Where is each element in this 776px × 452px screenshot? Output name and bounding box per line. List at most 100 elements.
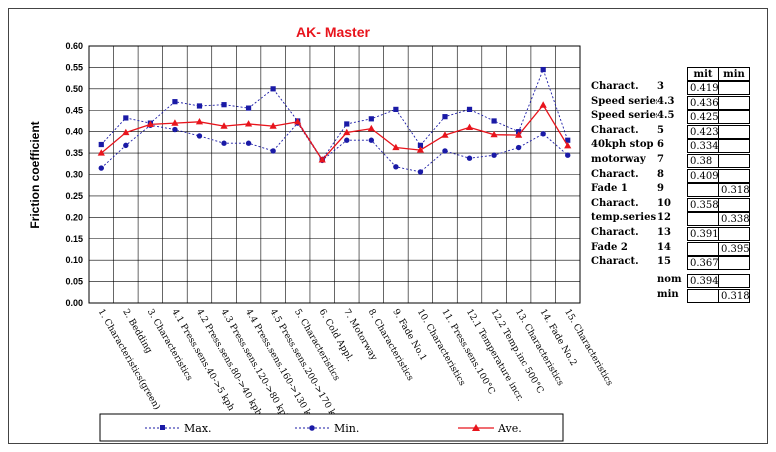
- series-line: [100, 122, 569, 173]
- table-cell-mit: 0.367: [687, 256, 719, 271]
- data-point-ave: [244, 120, 253, 127]
- legend-max-marker: [160, 425, 165, 430]
- legend-ave-marker: [472, 424, 480, 431]
- table-cell-mit: 0.419: [687, 81, 719, 95]
- table-cell-min: 0.338: [718, 212, 750, 227]
- data-point-max: [196, 103, 203, 109]
- x-tick-label: 3. Characteristics: [145, 308, 194, 384]
- series-layer: [97, 66, 572, 175]
- data-point-max: [245, 105, 252, 111]
- data-point-min: [466, 155, 473, 161]
- data-point-max: [466, 106, 473, 112]
- y-tick-label: 0.25: [65, 191, 83, 201]
- table-cell-mit: 0.394: [687, 274, 719, 288]
- table-cell-min: [718, 110, 750, 125]
- data-point-min: [245, 140, 252, 146]
- table-cell-min: 0.318: [718, 288, 750, 303]
- y-tick-label: 0.40: [65, 127, 83, 137]
- legend-min-label: Min.: [334, 422, 359, 435]
- data-point-max: [98, 141, 104, 148]
- data-point-ave: [441, 131, 449, 138]
- data-point-min: [417, 169, 424, 175]
- table-row-label: motorway: [591, 154, 646, 165]
- data-point-max: [442, 114, 448, 120]
- y-tick-label: 0.35: [65, 148, 83, 158]
- data-point-min: [540, 131, 546, 137]
- legend-min-marker: [309, 425, 315, 431]
- table-row-label: temp.series: [591, 212, 657, 224]
- data-point-max: [344, 121, 350, 127]
- data-point-min: [123, 142, 129, 149]
- data-point-max: [393, 106, 399, 112]
- table-row-label: Charact.: [591, 227, 639, 238]
- data-point-ave: [343, 128, 351, 136]
- table-row-label: Charact.: [591, 81, 639, 92]
- table-cell-mit: 0.425: [687, 110, 719, 125]
- y-tick-label: 0.15: [65, 234, 83, 244]
- table-cell-mit: 0.409: [687, 168, 719, 183]
- table-row-test-number: 12: [657, 212, 671, 224]
- table-cell-mit: [687, 241, 719, 256]
- table-cell-mit: 0.334: [687, 139, 719, 154]
- data-point-max: [491, 118, 497, 124]
- table-cell-mit: [687, 212, 719, 227]
- grid: [88, 45, 581, 304]
- data-point-ave: [490, 130, 498, 138]
- table-cell-min: [718, 256, 750, 271]
- table-row-test-number: 15: [657, 256, 671, 268]
- data-point-min: [172, 126, 178, 133]
- table-row-label: Charact.: [591, 168, 639, 180]
- data-point-max: [123, 115, 129, 121]
- y-tick-label: 0.05: [65, 277, 83, 287]
- legend: Max. Min. Ave.: [99, 413, 564, 442]
- y-axis-label: Friction coefficient: [28, 121, 42, 228]
- table-row-label: 40kph stop: [591, 139, 654, 151]
- legend-item-ave: Ave.: [458, 422, 522, 435]
- table-row-label: Charact.: [591, 197, 639, 209]
- y-tick-label: 0.20: [65, 212, 83, 222]
- data-point-min: [270, 148, 276, 154]
- table-row-test-number: 13: [657, 227, 671, 238]
- legend-ave-label: Ave.: [497, 422, 522, 435]
- y-axis-ticks: 0.00 0.05 0.10 0.15 0.20 0.25 0.30 0.35 0.40 0.45…: [65, 41, 83, 308]
- table-row-label: Fade 2: [591, 241, 628, 253]
- table-row-label: Charact.: [591, 256, 639, 268]
- table-cell-min: [718, 124, 750, 139]
- chart-title: AK- Master: [296, 24, 370, 40]
- table-cell-mit: [687, 288, 719, 303]
- table-cell-mit: 0.391: [687, 227, 719, 241]
- data-point-max: [270, 86, 276, 92]
- table-row-test-number: 8: [657, 168, 664, 180]
- table-row-label: Speed series: [591, 95, 657, 107]
- data-point-min: [196, 133, 203, 139]
- x-tick-label: 5. Characteristics: [292, 308, 341, 384]
- data-point-ave: [97, 149, 105, 156]
- table-row-label: Charact.: [591, 124, 639, 136]
- data-point-max: [172, 99, 178, 105]
- x-tick-label: 8. Characteristics: [366, 308, 415, 384]
- data-point-min: [442, 148, 448, 154]
- table-header-mit: mit: [687, 67, 719, 81]
- series-line: [100, 103, 569, 162]
- y-tick-label: 0.00: [65, 298, 83, 308]
- table-cell-min: [718, 197, 750, 212]
- table-cell-min: [718, 227, 750, 241]
- series-ave: [97, 101, 572, 163]
- table-header-min: min: [718, 67, 750, 81]
- data-point-ave: [195, 118, 204, 125]
- data-point-max: [540, 66, 546, 73]
- y-tick-label: 0.10: [65, 255, 83, 265]
- table-row-test-number: 7: [657, 154, 664, 165]
- data-point-ave: [392, 143, 400, 151]
- data-point-ave: [171, 119, 179, 126]
- table-row-test-number: 6: [657, 139, 664, 151]
- table-cell-mit: [687, 183, 719, 198]
- data-point-ave: [318, 156, 326, 163]
- table-cell-min: [718, 139, 750, 154]
- table-cell-min: [718, 154, 750, 168]
- data-point-ave: [564, 142, 572, 149]
- data-point-min: [344, 137, 350, 143]
- data-point-ave: [122, 128, 130, 136]
- data-point-ave: [515, 131, 523, 138]
